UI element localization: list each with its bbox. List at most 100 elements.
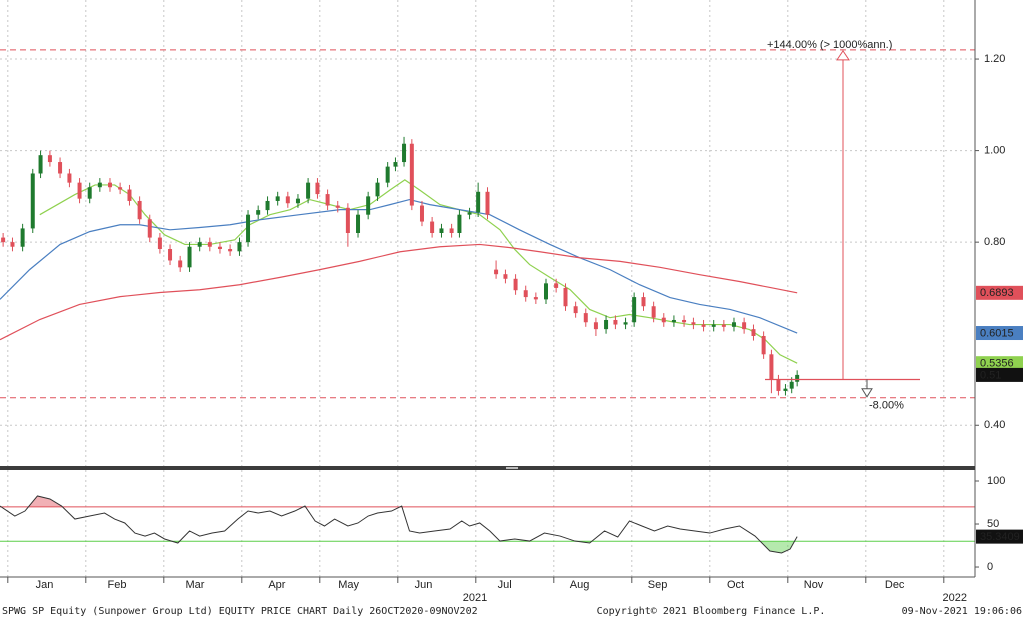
candle-body: [419, 205, 424, 222]
candle-body: [67, 173, 72, 183]
candle-body: [393, 162, 398, 167]
candle-body: [265, 200, 270, 211]
candle-body: [503, 274, 508, 279]
candle-body: [769, 354, 774, 380]
candle-body: [325, 194, 330, 206]
x-tick-label: Apr: [268, 579, 285, 591]
candle-body: [147, 219, 152, 238]
candle-body: [217, 246, 222, 250]
y-tick-label: 1.20: [984, 53, 1005, 65]
candle-body: [795, 374, 800, 382]
candle-body: [127, 189, 132, 201]
candle-body: [285, 196, 290, 204]
x-tick-label: Jun: [415, 579, 433, 591]
value-tag-label: 0.5356: [980, 358, 1014, 370]
candle-body: [345, 207, 350, 233]
value-tag: [976, 367, 1023, 382]
footer-center: Copyright© 2021 Bloomberg Finance L.P.: [597, 606, 826, 617]
candle-body: [10, 242, 15, 247]
candle-body: [671, 319, 676, 323]
divider-handle: [506, 467, 518, 469]
candle-body: [661, 317, 666, 323]
candle-body: [47, 155, 52, 163]
candle-body: [315, 182, 320, 195]
footer-right: 09-Nov-2021 19:06:06: [902, 606, 1022, 617]
stop-label: -8.00%: [869, 400, 904, 412]
value-tag: [976, 285, 1023, 300]
candle-body: [246, 214, 251, 243]
candle-body: [430, 221, 435, 233]
x-tick-label: Feb: [108, 579, 127, 591]
x-tick-label: Oct: [727, 579, 744, 591]
candle-body: [137, 200, 142, 220]
candle-body: [20, 228, 25, 247]
candle-body: [295, 198, 300, 204]
y-tick-label: 0.40: [984, 419, 1005, 431]
candle-body: [197, 242, 202, 247]
candle-body: [118, 187, 123, 190]
x-tick-label: Aug: [570, 579, 590, 591]
candle-body: [783, 388, 788, 391]
y-tick-label: 100: [987, 475, 1005, 487]
candle-body: [711, 324, 716, 327]
x-tick-label: Jul: [498, 579, 512, 591]
value-tag-label: 0.6015: [980, 327, 1014, 339]
candle-body: [356, 214, 361, 233]
candle-body: [306, 182, 311, 199]
candle-body: [651, 306, 656, 318]
candle-body: [449, 228, 454, 233]
candle-body: [731, 322, 736, 327]
candle-body: [623, 322, 628, 325]
candle-body: [97, 182, 102, 188]
candle-body: [523, 290, 528, 298]
candle-body: [701, 324, 706, 327]
footer-left: SPWG SP Equity (Sunpower Group Ltd) EQUI…: [2, 606, 478, 617]
x-tick-label: Mar: [186, 579, 205, 591]
y-tick-label: 0.80: [984, 236, 1005, 248]
candle-body: [583, 313, 588, 323]
candle-body: [563, 287, 568, 307]
candle-body: [485, 191, 490, 215]
target-label: +144.00% (> 1000%ann.): [767, 39, 892, 51]
year-label: 2022: [942, 592, 966, 604]
stop-arrowhead: [861, 388, 873, 398]
candle-body: [157, 237, 162, 250]
candle-body: [593, 322, 598, 330]
candle-body: [1, 237, 6, 243]
candle-body: [789, 381, 794, 389]
x-tick-label: Jan: [36, 579, 54, 591]
candle-body: [457, 214, 462, 233]
candle-body: [256, 210, 261, 215]
value-tag-label: 0.51: [980, 369, 1001, 381]
candle-body: [513, 278, 518, 291]
candle-body: [77, 182, 82, 199]
x-tick-label: Nov: [804, 579, 824, 591]
moving-average: [0, 243, 798, 341]
candle-body: [107, 182, 112, 188]
candle-body: [58, 162, 63, 174]
x-tick-label: Dec: [885, 579, 905, 591]
candle-body: [375, 182, 380, 197]
moving-average: [0, 198, 798, 334]
candle-body: [237, 242, 242, 252]
candle-body: [573, 306, 578, 314]
panel-divider: [0, 466, 975, 470]
candle-body: [641, 297, 646, 307]
candle-body: [402, 143, 407, 163]
candle-body: [30, 173, 35, 229]
candle-body: [439, 228, 444, 233]
value-tag: [976, 356, 1023, 371]
candle-body: [632, 297, 637, 323]
candle-body: [467, 212, 472, 215]
candle-body: [613, 319, 618, 325]
moving-average: [39, 179, 798, 364]
target-arrowhead: [836, 49, 850, 61]
candle-body: [691, 322, 696, 325]
x-tick-label: Sep: [648, 579, 668, 591]
candle-body: [207, 242, 212, 247]
candle-body: [168, 249, 173, 261]
candle-body: [366, 196, 371, 215]
candle-body: [776, 379, 781, 391]
y-tick-label: 50: [987, 518, 999, 530]
candle-body: [721, 324, 726, 327]
